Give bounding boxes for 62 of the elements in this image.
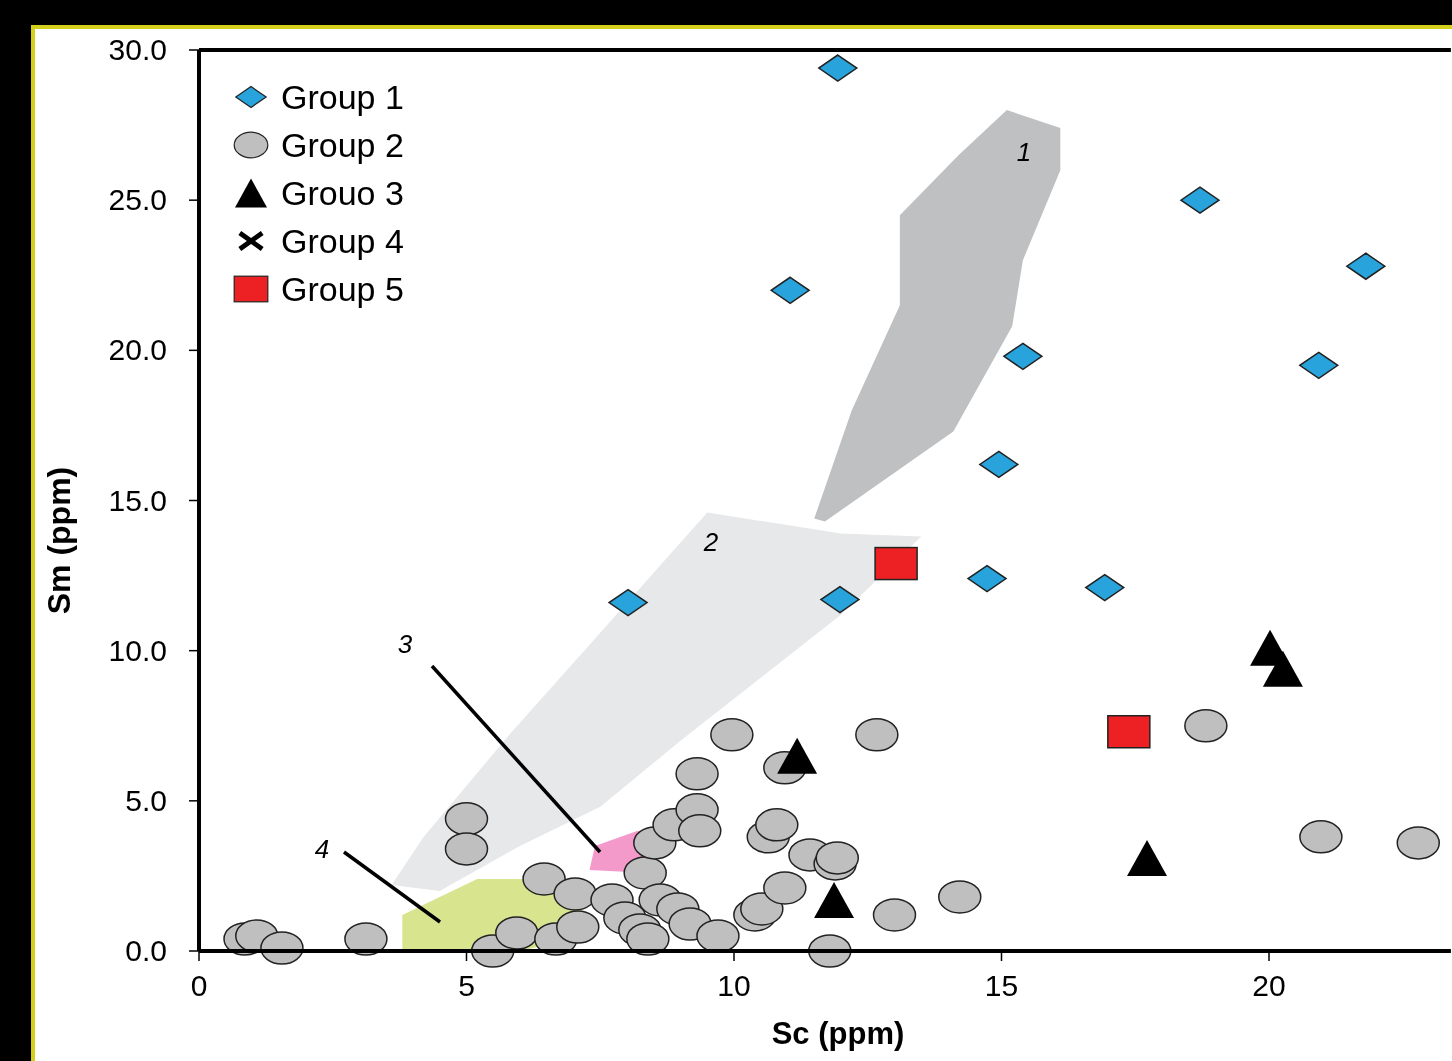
point bbox=[1396, 826, 1441, 860]
point bbox=[818, 54, 858, 82]
point bbox=[553, 877, 597, 911]
point bbox=[1085, 573, 1125, 602]
point bbox=[1262, 650, 1303, 687]
x-axis-title: Sc (ppm) bbox=[771, 1016, 905, 1051]
y-tick-label: 0.0 bbox=[125, 934, 167, 967]
y-axis-title: Sm (ppm) bbox=[41, 466, 77, 615]
point bbox=[1299, 820, 1343, 854]
legend-label: Group 1 bbox=[281, 78, 404, 116]
x-tick-label: 0 bbox=[190, 969, 208, 1002]
point bbox=[872, 898, 917, 932]
point bbox=[626, 922, 670, 956]
x-tick-label: 15 bbox=[984, 969, 1019, 1002]
y-tick-label: 15.0 bbox=[108, 483, 167, 517]
legend-label: Grouo 3 bbox=[281, 174, 404, 212]
annotation: 4 bbox=[314, 834, 330, 864]
point bbox=[522, 862, 566, 896]
point bbox=[1180, 186, 1220, 214]
point bbox=[814, 881, 855, 918]
point bbox=[710, 718, 754, 752]
point bbox=[495, 916, 539, 950]
point bbox=[344, 922, 388, 956]
point bbox=[815, 841, 860, 875]
point bbox=[820, 585, 860, 614]
x-tick-label: 10 bbox=[717, 969, 751, 1002]
point bbox=[1299, 351, 1339, 380]
point bbox=[1003, 342, 1043, 371]
x-tick-label: 20 bbox=[1252, 969, 1286, 1002]
point bbox=[763, 871, 807, 905]
point bbox=[444, 832, 489, 866]
point bbox=[777, 737, 818, 774]
point bbox=[675, 757, 719, 791]
y-tick-label: 20.0 bbox=[108, 333, 167, 367]
point bbox=[678, 814, 722, 848]
point bbox=[1107, 715, 1151, 749]
point bbox=[770, 276, 810, 305]
point bbox=[755, 808, 799, 842]
point bbox=[938, 880, 982, 914]
point bbox=[608, 588, 648, 617]
point bbox=[623, 856, 667, 890]
point bbox=[444, 802, 489, 836]
point bbox=[1127, 839, 1168, 876]
point bbox=[1346, 252, 1386, 280]
point bbox=[556, 910, 600, 944]
y-tick-label: 30.0 bbox=[108, 33, 167, 66]
annotation: 3 bbox=[397, 629, 413, 659]
y-tick-label: 5.0 bbox=[125, 783, 167, 817]
point bbox=[1184, 709, 1228, 743]
y-tick-label: 10.0 bbox=[108, 633, 167, 667]
legend-label: Group 5 bbox=[281, 270, 404, 308]
annotation: 2 bbox=[702, 527, 719, 557]
point bbox=[855, 718, 899, 752]
point bbox=[740, 892, 784, 926]
x-tick-label: 5 bbox=[458, 969, 475, 1002]
y-tick-label: 25.0 bbox=[108, 183, 167, 217]
legend-label: Group 4 bbox=[281, 222, 404, 260]
point bbox=[967, 564, 1007, 593]
point bbox=[874, 546, 918, 581]
annotation: 1 bbox=[1016, 137, 1032, 167]
legend-label: Group 2 bbox=[281, 126, 404, 164]
point bbox=[979, 450, 1019, 479]
